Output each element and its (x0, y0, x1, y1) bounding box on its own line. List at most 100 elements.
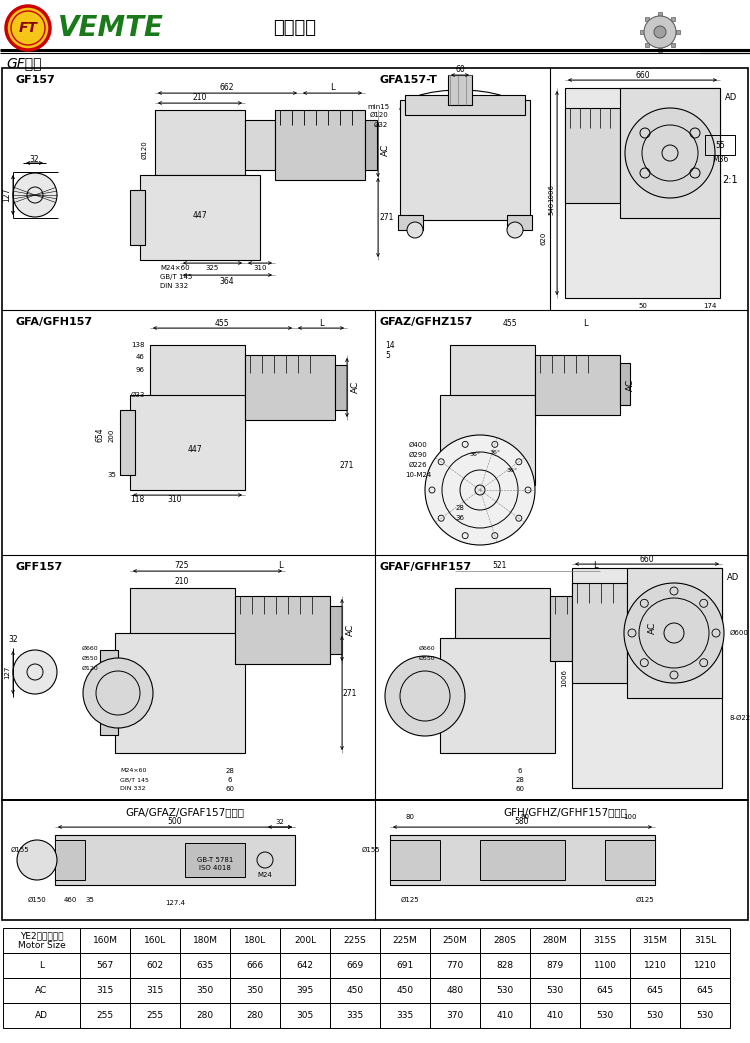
Text: 36°: 36° (490, 450, 500, 455)
Text: 645: 645 (697, 986, 713, 995)
Text: 36: 36 (455, 515, 464, 522)
Bar (55, 840, 85, 880)
Bar (530, 978, 580, 1003)
Text: 315: 315 (96, 986, 114, 995)
Bar (630, 953, 680, 978)
Bar (680, 953, 730, 978)
Bar (676, 30, 680, 34)
Circle shape (644, 16, 676, 48)
Bar (380, 953, 430, 978)
Text: GF157: GF157 (15, 75, 55, 84)
Bar (230, 978, 280, 1003)
Text: 32: 32 (275, 819, 284, 825)
Text: L: L (39, 961, 44, 970)
Text: 50: 50 (638, 304, 647, 309)
Bar (550, 596, 640, 661)
Bar (430, 928, 480, 953)
Bar (430, 978, 480, 1003)
Bar (580, 978, 630, 1003)
Text: 455: 455 (214, 318, 230, 328)
Text: 90: 90 (520, 814, 530, 820)
Bar (572, 568, 722, 789)
Text: 5: 5 (385, 350, 390, 360)
Text: 315M: 315M (643, 936, 668, 945)
Circle shape (83, 658, 153, 728)
Bar (530, 928, 580, 953)
Circle shape (624, 583, 724, 683)
Text: 100: 100 (623, 814, 637, 820)
Bar (185, 843, 245, 877)
Text: 669: 669 (346, 961, 364, 970)
Bar (130, 395, 245, 490)
Bar (440, 638, 555, 753)
Text: 500: 500 (168, 818, 182, 826)
Bar (180, 1003, 230, 1028)
Bar (180, 978, 230, 1003)
Circle shape (17, 840, 57, 880)
Text: AC: AC (346, 624, 355, 636)
Text: 410: 410 (547, 1011, 563, 1020)
Bar (130, 978, 180, 1003)
Circle shape (407, 222, 423, 238)
Text: L: L (278, 561, 282, 571)
Text: 642: 642 (296, 961, 314, 970)
Text: L: L (319, 318, 323, 328)
Bar (130, 953, 180, 978)
Text: Ø290: Ø290 (409, 452, 428, 458)
Bar (705, 135, 735, 155)
Bar (627, 568, 722, 698)
Text: Ø33: Ø33 (130, 392, 145, 398)
Text: 174: 174 (704, 304, 717, 309)
Text: Ø226: Ø226 (409, 462, 428, 468)
Text: 2:1: 2:1 (722, 175, 738, 185)
Bar (480, 1003, 530, 1028)
Text: 271: 271 (340, 461, 354, 469)
Bar (180, 928, 230, 953)
Bar (230, 928, 280, 953)
Text: 250M: 250M (442, 936, 467, 945)
Text: GFA157-T: GFA157-T (380, 75, 438, 84)
Text: AD: AD (35, 1011, 48, 1020)
Text: AC: AC (647, 622, 656, 634)
Text: 335: 335 (396, 1011, 414, 1020)
Text: 180L: 180L (244, 936, 266, 945)
Bar (565, 88, 720, 298)
Bar (455, 588, 550, 668)
Text: Motor Size: Motor Size (18, 941, 65, 950)
Bar (330, 606, 342, 654)
Text: 725: 725 (175, 561, 189, 571)
Bar (275, 110, 365, 180)
Circle shape (654, 26, 666, 38)
Text: 1006: 1006 (561, 669, 567, 687)
Text: YE2电机机座号: YE2电机机座号 (20, 931, 63, 940)
Text: 180M: 180M (193, 936, 217, 945)
Text: Ø660: Ø660 (81, 646, 98, 651)
Bar (565, 108, 620, 203)
Text: L: L (330, 83, 334, 93)
Bar (630, 1003, 680, 1028)
Text: 6: 6 (228, 777, 232, 783)
Text: 减速电机: 减速电机 (274, 19, 316, 37)
Text: 1006: 1006 (548, 184, 554, 202)
Bar (2, 68, 748, 800)
Bar (130, 1003, 180, 1028)
Text: 280S: 280S (494, 936, 517, 945)
Bar (480, 840, 565, 880)
Bar (380, 978, 430, 1003)
Bar (130, 588, 235, 668)
Text: Ø660: Ø660 (419, 646, 435, 651)
Bar (430, 953, 480, 978)
Bar (80, 1003, 130, 1028)
Bar (330, 928, 380, 953)
Text: 447: 447 (193, 211, 207, 219)
Text: 127.4: 127.4 (165, 900, 185, 906)
Text: M24×60: M24×60 (160, 265, 190, 271)
Text: 666: 666 (246, 961, 264, 970)
Text: L: L (592, 561, 597, 571)
Text: 530: 530 (596, 1011, 613, 1020)
Text: 32: 32 (8, 635, 18, 645)
Text: min15: min15 (368, 104, 390, 110)
Text: 620: 620 (540, 232, 546, 245)
Text: 660: 660 (640, 555, 654, 563)
Text: 325: 325 (206, 265, 219, 271)
